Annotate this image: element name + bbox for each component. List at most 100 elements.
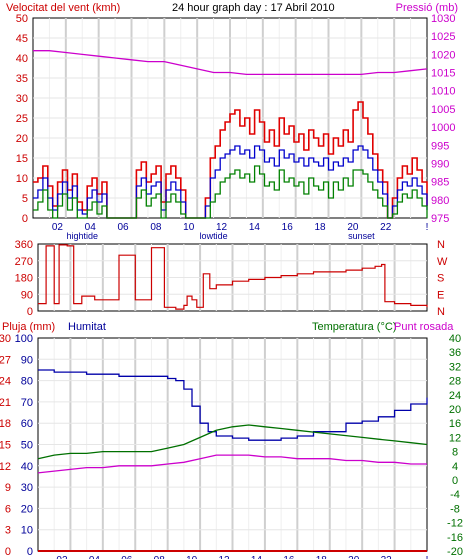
x-tick-label: 14 [251,555,263,559]
y-tick-label: 35 [16,73,28,85]
y-tick-label: 30 [16,93,28,105]
y-tick-label: 3 [5,525,11,537]
y-tick-label: 45 [16,33,28,45]
y-tick-label-right: 985 [431,177,449,189]
x-marker-label: lowtide [200,231,228,241]
y-tick-label-right: 990 [431,158,449,170]
y-tick-label-right: 1025 [431,31,455,43]
y-tick-label: 70 [21,397,33,409]
y-tick-label: 40 [21,461,33,473]
y-tick-label: 100 [15,333,33,345]
series-line-wind_avg [33,145,428,219]
x-tick-label: 08 [150,222,162,233]
y-tick-label: 27 [0,354,11,366]
y-tick-label-right: 1015 [431,68,455,80]
y-tick-label-right: E [437,289,444,301]
x-marker-label: hightide [66,231,98,241]
y-tick-label-right: 8 [452,447,458,459]
x-tick-label: 16 [283,555,295,559]
y-tick-label: 30 [21,482,33,494]
y-tick-label: 0 [27,546,33,558]
series-line-humidity [38,369,428,441]
y-tick-label-right: 20 [449,404,461,416]
x-tick-label: ! [426,222,429,233]
x-tick-label: 12 [216,222,228,233]
y-tick-label: 40 [16,53,28,65]
y-tick-label: 18 [0,418,11,430]
x-tick-label: 14 [249,222,261,233]
dew-axis-title: Punt rosada [394,321,454,333]
y-tick-label: 360 [15,239,33,251]
x-tick-label: 10 [186,555,198,559]
y-tick-label-right: N [437,306,445,318]
y-tick-label-right: 24 [449,390,461,402]
y-tick-label-right: -4 [450,489,460,501]
x-marker-label: sunset [348,231,375,241]
y-tick-label: 0 [22,213,28,225]
humidity-axis-title: Humitat [68,321,106,333]
y-tick-label-right: W [437,256,448,268]
y-tick-label-right: -8 [450,503,460,515]
y-tick-label-right: 1010 [431,86,455,98]
x-tick-label: ! [426,555,429,559]
y-tick-label-right: -16 [447,532,463,544]
y-tick-label: 15 [16,153,28,165]
y-tick-label-right: 1030 [431,13,455,25]
y-tick-label-right: 36 [449,347,461,359]
y-tick-label: 0 [27,306,33,318]
y-tick-label-right: 1020 [431,49,455,61]
series-line-pressure [33,50,428,76]
y-tick-label: 25 [16,113,28,125]
y-tick-label: 30 [0,333,11,345]
x-tick-label: 04 [89,555,101,559]
y-tick-label: 0 [5,546,11,558]
y-tick-label: 50 [21,440,33,452]
x-tick-label: 02 [52,222,64,233]
y-tick-label-right: 16 [449,418,461,430]
y-tick-label: 15 [0,440,11,452]
wind-axis-title: Velocitat del vent (kmh) [6,2,120,14]
y-tick-label: 12 [0,461,11,473]
x-tick-label: 22 [381,555,393,559]
x-tick-label: 18 [316,555,328,559]
y-tick-label: 50 [16,13,28,25]
x-tick-label: 12 [219,555,231,559]
y-tick-label-right: 12 [449,432,461,444]
x-tick-label: 06 [118,222,130,233]
x-tick-label: 16 [282,222,294,233]
y-tick-label-right: 4 [452,461,458,473]
y-tick-label: 10 [21,525,33,537]
series-line-direction [38,244,428,310]
x-tick-label: 06 [121,555,133,559]
y-tick-label: 21 [0,397,11,409]
x-tick-label: 04 [85,222,97,233]
x-tick-label: 20 [347,222,359,233]
y-tick-label-right: -20 [447,546,463,558]
y-tick-label-right: N [437,239,445,251]
y-tick-label: 10 [16,173,28,185]
y-tick-label-right: 980 [431,195,449,207]
y-tick-label: 9 [5,482,11,494]
series-line-temperature [37,424,428,460]
y-tick-label-right: 40 [449,333,461,345]
y-tick-label: 90 [21,289,33,301]
series-line-wind_min [33,165,428,219]
y-tick-label: 270 [15,256,33,268]
y-tick-label-right: 1000 [431,122,455,134]
y-tick-label: 5 [22,193,28,205]
y-tick-label: 20 [21,503,33,515]
y-tick-label-right: 1005 [431,104,455,116]
y-tick-label-right: 32 [449,361,461,373]
y-tick-label-right: 995 [431,140,449,152]
x-tick-label: 18 [315,222,327,233]
y-tick-label-right: S [437,273,444,285]
y-tick-label: 80 [21,376,33,388]
y-tick-label: 60 [21,418,33,430]
graph-title: 24 hour graph day : 17 Abril 2010 [172,2,335,14]
series-line-dew [37,454,427,474]
y-tick-label: 180 [15,273,33,285]
y-tick-label-right: -12 [447,518,463,530]
y-tick-label-right: 28 [449,376,461,388]
